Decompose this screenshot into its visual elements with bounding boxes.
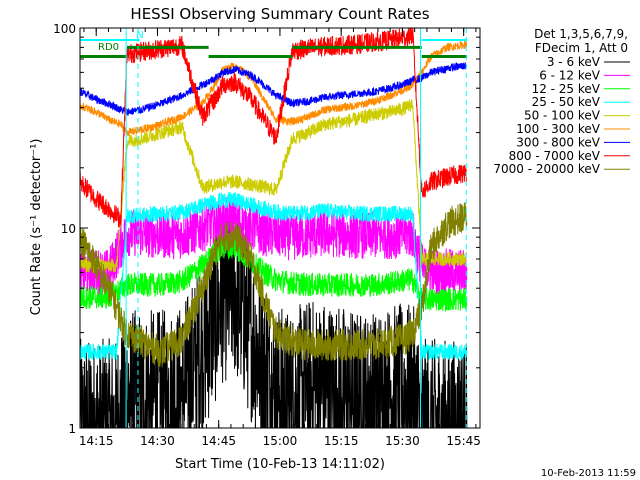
- plot-area: RD0 N 1 10 100 14:15 14:30 14:45 15:00 15:15 15:30…: [53, 22, 481, 448]
- legend: Det 1,3,5,6,7,9, FDecim 1, Att 0 3 - 6 k…: [493, 27, 630, 176]
- legend-label-4: 25 - 50 keV: [532, 95, 601, 109]
- legend-header-line-2: FDecim 1, Att 0: [535, 41, 628, 55]
- x-axis-label: Start Time (10-Feb-13 14:11:02): [175, 457, 385, 472]
- series-line-3: [79, 236, 468, 312]
- series-line-7: [79, 61, 468, 116]
- footer-timestamp: 10-Feb-2013 11:59: [541, 468, 636, 479]
- legend-label-2: 6 - 12 keV: [539, 68, 601, 82]
- legend-header-line-1: Det 1,3,5,6,7,9,: [534, 27, 628, 41]
- series-line-5: [79, 99, 468, 274]
- x-tick-label: 15:45: [446, 434, 481, 448]
- legend-label-5: 50 - 100 keV: [524, 109, 601, 123]
- series-line-9: [79, 202, 468, 368]
- x-tick-label: 15:15: [324, 434, 359, 448]
- y-tick-label: 1: [68, 422, 76, 436]
- series-line-8: [79, 27, 468, 228]
- y-tick-label: 100: [53, 22, 76, 36]
- top-bar-label-2: N: [136, 30, 143, 41]
- y-axis-label: Count Rate (s⁻¹ detector⁻¹): [29, 139, 44, 316]
- legend-label-8: 800 - 7000 keV: [509, 149, 601, 163]
- x-tick-label: 14:30: [140, 434, 175, 448]
- x-tick-label: 14:15: [79, 434, 114, 448]
- x-tick-label: 15:30: [385, 434, 420, 448]
- legend-label-9: 7000 - 20000 keV: [493, 162, 600, 176]
- legend-label-1: 3 - 6 keV: [547, 55, 601, 69]
- y-tick-label: 10: [61, 222, 76, 236]
- chart-title: HESSI Observing Summary Count Rates: [130, 5, 429, 23]
- legend-label-3: 12 - 25 keV: [532, 82, 601, 96]
- x-tick-label: 15:00: [263, 434, 298, 448]
- legend-label-7: 300 - 800 keV: [516, 135, 600, 149]
- legend-label-6: 100 - 300 keV: [516, 122, 600, 136]
- top-bar-label-1: RD0: [98, 42, 119, 53]
- series-line-6: [79, 40, 468, 137]
- x-tick-label: 14:45: [201, 434, 236, 448]
- series-line-4: [79, 191, 468, 361]
